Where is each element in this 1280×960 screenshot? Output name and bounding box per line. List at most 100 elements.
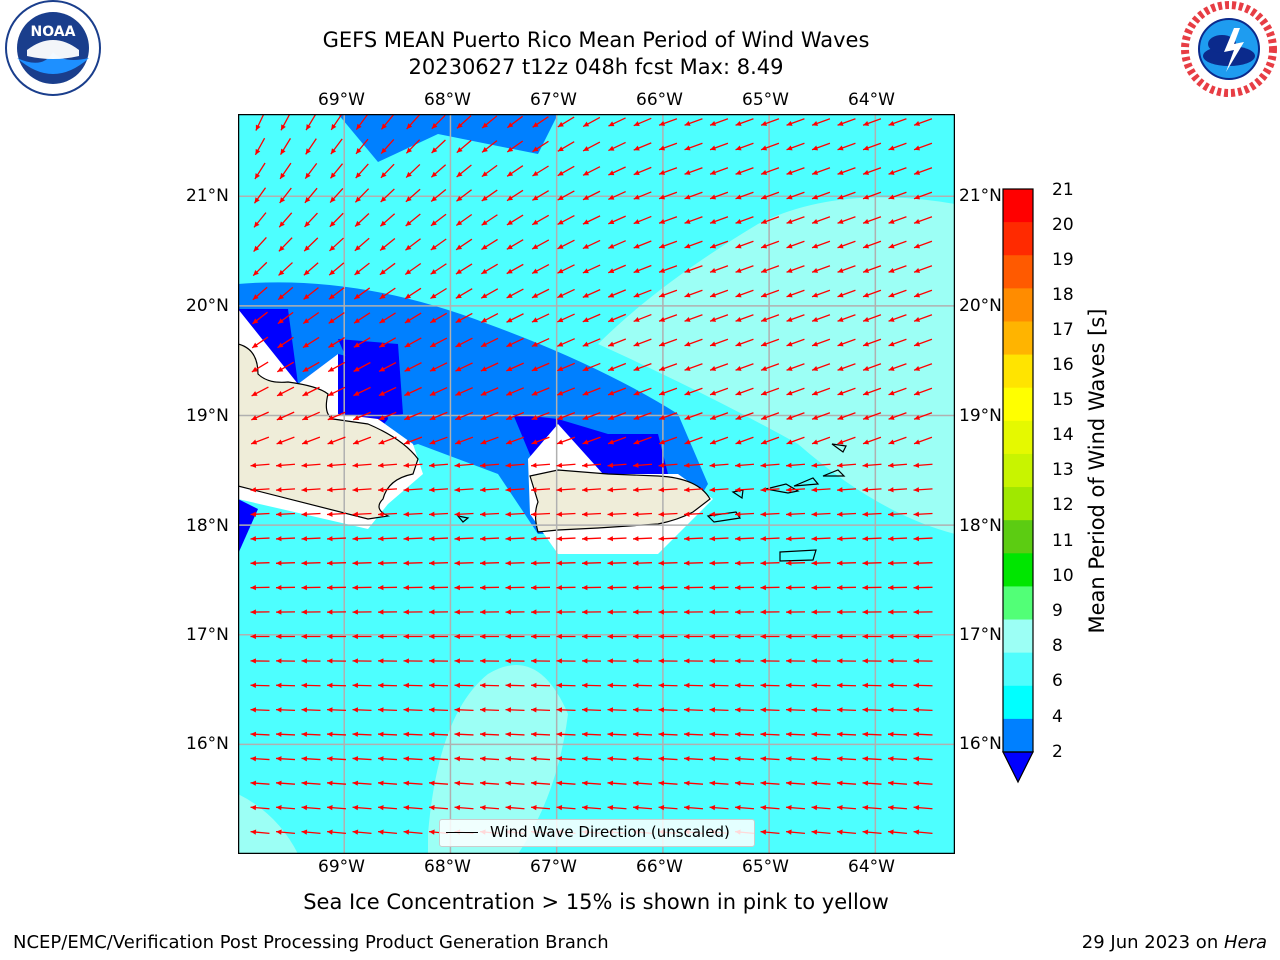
wind-wave-arrow — [607, 289, 627, 298]
wind-wave-arrow — [454, 560, 474, 566]
wind-wave-arrow — [658, 216, 678, 224]
wind-wave-arrow — [683, 462, 704, 468]
wind-wave-arrow — [557, 141, 575, 152]
wind-wave-arrow — [709, 682, 729, 689]
wind-wave-arrow — [607, 313, 627, 323]
wind-wave-arrow — [557, 165, 575, 177]
wind-wave-arrow — [404, 386, 422, 397]
wind-wave-arrow — [279, 162, 292, 180]
wind-wave-arrow — [301, 633, 321, 640]
wind-wave-arrow — [735, 412, 754, 420]
wind-wave-arrow — [328, 312, 345, 324]
wind-wave-arrow — [913, 462, 933, 468]
wind-wave-arrow — [785, 560, 806, 566]
wind-wave-arrow — [328, 262, 345, 276]
wind-wave-arrow — [250, 780, 270, 786]
wind-wave-arrow — [760, 314, 780, 322]
wind-wave-arrow — [352, 511, 372, 517]
wind-wave-arrow — [506, 263, 524, 275]
wind-wave-arrow — [684, 436, 703, 445]
wind-wave-arrow — [479, 707, 500, 713]
wind-wave-arrow — [429, 337, 448, 348]
wind-wave-arrow — [479, 487, 500, 493]
chart-subtitle-forecast: 20230627 t12z 048h fcst Max: 8.49 — [408, 55, 784, 79]
wind-wave-arrow — [709, 240, 729, 249]
wind-wave-arrow — [454, 436, 474, 445]
wind-wave-arrow — [658, 633, 678, 640]
wind-wave-arrow — [505, 805, 525, 811]
wind-wave-arrow — [326, 805, 347, 811]
wind-wave-arrow — [326, 682, 347, 689]
wind-wave-arrow — [709, 436, 729, 445]
chart-title: GEFS MEAN Puerto Rico Mean Period of Win… — [322, 28, 870, 52]
wind-wave-arrow — [887, 707, 908, 713]
wind-wave-arrow — [837, 436, 856, 445]
wind-wave-arrow — [480, 387, 499, 396]
wind-wave-arrow — [633, 166, 652, 176]
wind-wave-arrow — [607, 780, 627, 786]
wind-wave-arrow — [505, 411, 525, 421]
wind-wave-arrow — [811, 805, 831, 811]
wind-wave-arrow — [607, 560, 627, 566]
lon-tick-bottom-67w: 67°W — [530, 857, 577, 877]
wind-wave-arrow — [279, 138, 292, 155]
wind-wave-arrow — [811, 216, 831, 224]
wind-wave-arrow — [326, 560, 347, 566]
wind-wave-arrow — [455, 337, 473, 348]
colorbar-label: Mean Period of Wind Waves [s] — [1085, 308, 1109, 634]
wind-wave-arrow — [684, 191, 703, 200]
wind-wave-arrow — [734, 707, 755, 713]
wind-wave-arrow — [557, 264, 575, 274]
wind-wave-arrow — [531, 214, 550, 226]
wind-wave-arrow — [837, 338, 856, 347]
wind-wave-arrow — [430, 238, 447, 251]
wind-wave-arrow — [405, 188, 421, 203]
wind-wave-arrow — [608, 117, 626, 127]
wind-wave-arrow — [760, 731, 780, 737]
wind-wave-arrow — [556, 633, 576, 640]
wind-wave-arrow — [353, 361, 371, 373]
wind-wave-arrow — [887, 560, 908, 566]
wind-wave-arrow — [786, 363, 805, 371]
colorbar-bin — [1003, 189, 1033, 223]
wind-wave-arrow — [760, 584, 780, 591]
wind-wave-arrow — [531, 288, 550, 299]
wind-wave-arrow — [735, 240, 754, 249]
colorbar-bin — [1003, 222, 1033, 256]
wind-wave-arrow — [454, 682, 474, 689]
wind-wave-arrow — [862, 240, 882, 249]
wind-wave-arrow — [582, 338, 601, 347]
wind-wave-arrow — [786, 436, 805, 445]
wind-wave-arrow — [250, 487, 270, 493]
wind-wave-arrow — [303, 262, 319, 276]
wind-wave-arrow — [658, 609, 678, 615]
wind-wave-arrow — [581, 487, 602, 493]
wind-wave-arrow — [429, 411, 448, 421]
colorbar-bin — [1003, 685, 1033, 720]
wind-wave-arrow — [658, 487, 678, 493]
wind-wave-arrow — [709, 584, 729, 591]
colorbar-tick-6: 6 — [1052, 671, 1063, 691]
colorbar-tick-9: 9 — [1052, 601, 1063, 621]
wind-wave-arrow — [582, 313, 601, 323]
wind-wave-arrow — [252, 261, 268, 277]
wind-wave-arrow — [403, 536, 423, 542]
wind-wave-arrow — [326, 609, 347, 615]
lat-tick-left-18n: 18°N — [186, 516, 229, 536]
wind-wave-arrow — [709, 560, 729, 566]
wind-wave-arrow — [429, 436, 448, 445]
wind-wave-arrow — [709, 658, 729, 664]
wind-wave-arrow — [862, 511, 882, 517]
wind-wave-arrow — [250, 462, 270, 468]
wind-wave-arrow — [633, 191, 652, 200]
wind-wave-arrow — [913, 560, 933, 566]
wind-wave-arrow — [428, 707, 449, 713]
wind-wave-arrow — [250, 756, 270, 762]
wind-wave-arrow — [709, 780, 729, 786]
wind-wave-arrow — [760, 511, 780, 517]
wind-wave-arrow — [454, 487, 474, 493]
wind-wave-arrow — [377, 609, 398, 615]
wind-wave-arrow — [250, 584, 270, 591]
wind-wave-arrow — [658, 265, 678, 273]
wind-wave-arrow — [352, 780, 372, 786]
